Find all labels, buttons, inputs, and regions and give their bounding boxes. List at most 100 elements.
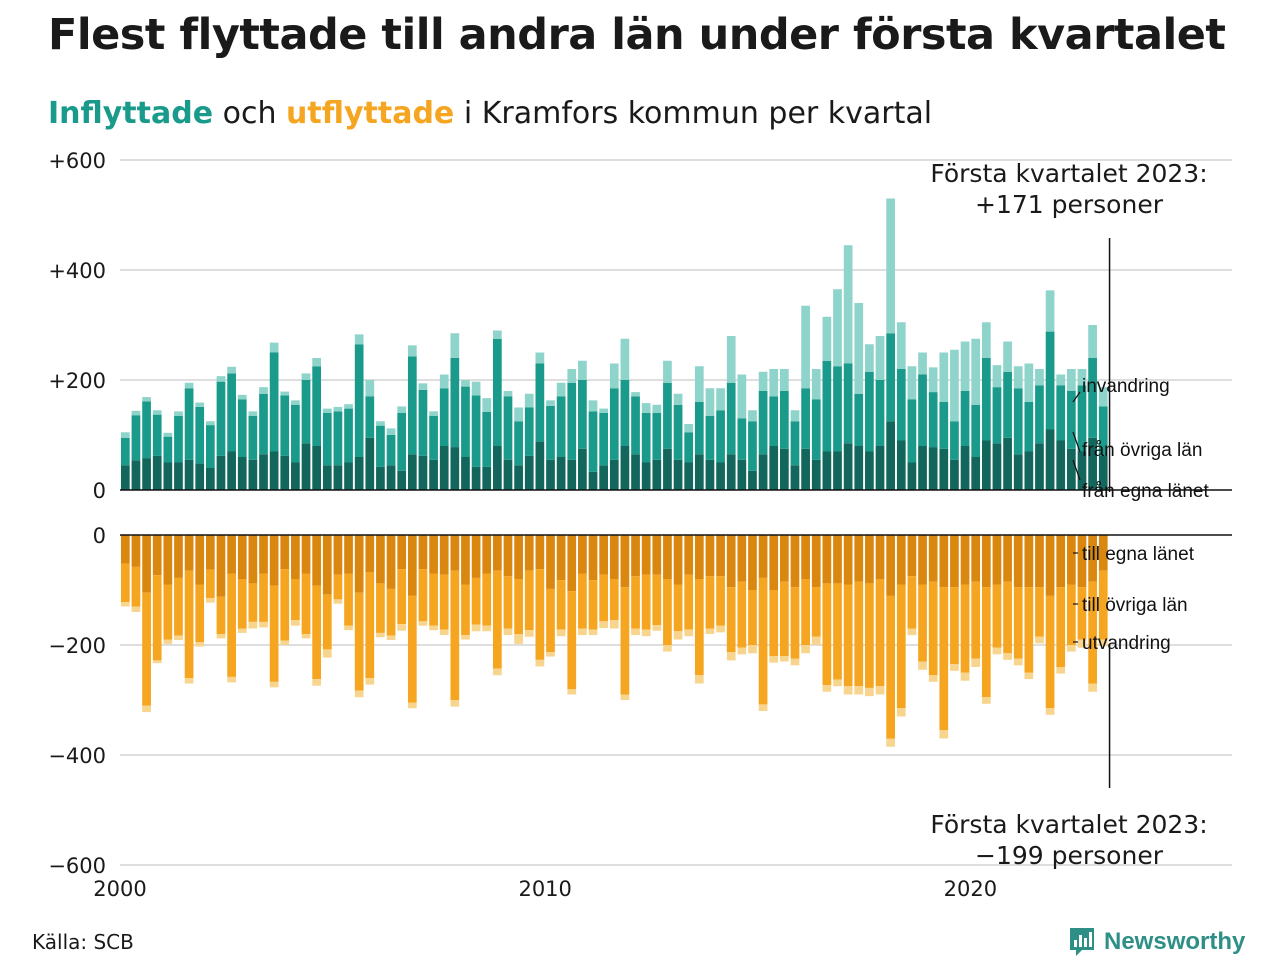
inflow-bar-in_own <box>652 459 662 490</box>
inflow-bar-in_own <box>120 465 130 490</box>
outflow-bar-out_own <box>471 535 481 578</box>
outflow-bar-out_own <box>822 535 832 584</box>
inflow-bar-in_immig <box>971 338 981 405</box>
y-tick-label: −600 <box>48 854 106 878</box>
inflow-bar-in_own <box>450 447 460 490</box>
outflow-bar-out_own <box>843 535 853 585</box>
inflow-bar-in_own <box>1098 455 1108 490</box>
inflow-bar-in_own <box>843 443 853 490</box>
outflow-bar-out_emig <box>705 628 715 634</box>
outflow-bar-out_own <box>790 535 800 588</box>
outflow-bar-out_emig <box>609 620 619 629</box>
inflow-bar-in_other <box>896 369 906 441</box>
outflow-bar-out_other <box>769 590 779 656</box>
outflow-bar-out_other <box>1056 587 1066 667</box>
outflow-bar-out_own <box>705 535 715 577</box>
outflow-bar-out_other <box>556 580 566 630</box>
outflow-bar-out_own <box>322 535 332 595</box>
outflow-bar-out_emig <box>429 625 438 631</box>
inflow-bar-in_own <box>1045 429 1055 490</box>
inflow-bar-in_other <box>461 386 470 457</box>
inflow-bar-in_own <box>578 448 587 490</box>
outflow-bar-out_own <box>758 535 768 578</box>
outflow-bar-out_own <box>950 535 959 588</box>
inflow-bar-in_immig <box>578 360 587 380</box>
inflow-bar-in_immig <box>397 406 407 413</box>
inflow-bar-in_own <box>376 466 385 490</box>
inflow-bar-in_immig <box>833 289 842 367</box>
outflow-bar-out_own <box>376 535 385 584</box>
y-tick-label: +400 <box>48 259 106 283</box>
inflow-bar-in_own <box>471 466 481 490</box>
outflow-bar-out_own <box>259 535 268 574</box>
outflow-bar-out_emig <box>1088 683 1097 692</box>
outflow-bar-out_emig <box>216 634 226 639</box>
outflow-bar-out_own <box>386 535 396 589</box>
outflow-bar-out_other <box>896 584 906 709</box>
outflow-bar-out_emig <box>641 629 651 637</box>
inflow-bar-in_immig <box>875 336 885 380</box>
outflow-bar-out_other <box>174 577 183 636</box>
outflow-bar-out_own <box>1003 535 1012 582</box>
inflow-bar-in_other <box>142 401 151 459</box>
inflow-bar-in_own <box>758 454 768 490</box>
outflow-bar-out_other <box>418 569 428 622</box>
inflow-bar-in_immig <box>248 411 258 416</box>
outflow-bar-out_other <box>631 576 640 629</box>
inflow-bar-in_other <box>567 382 577 460</box>
outflow-bar-out_own <box>184 535 194 571</box>
inflow-bar-in_own <box>896 440 906 490</box>
inflow-bar-in_immig <box>907 366 917 400</box>
outflow-bar-out_emig <box>822 685 832 692</box>
inflow-bar-in_other <box>439 388 449 446</box>
outflow-bar-out_emig <box>482 625 492 632</box>
inflow-bar-in_own <box>407 454 417 490</box>
outflow-bar-out_emig <box>461 635 470 640</box>
inflow-bar-in_immig <box>1013 366 1023 389</box>
outflow-bar-out_emig <box>120 602 130 607</box>
outflow-bar-out_own <box>663 535 672 579</box>
outflow-bar-out_other <box>429 573 438 626</box>
outflow-bar-out_other <box>928 581 938 676</box>
outflow-bar-out_own <box>227 535 236 574</box>
inflow-bar-in_other <box>492 338 502 446</box>
outflow-bar-out_own <box>588 535 598 581</box>
inflow-bar-in_other <box>269 352 279 452</box>
inflow-bar-in_other <box>195 406 205 464</box>
outflow-bar-out_other <box>503 576 513 629</box>
outflow-bar-out_emig <box>981 697 991 704</box>
inflow-bar-in_other <box>184 388 194 460</box>
outflow-bar-out_other <box>726 587 736 653</box>
y-tick-label: −400 <box>48 744 106 768</box>
outflow-bar-out_own <box>216 535 226 597</box>
outflow-bar-out_own <box>280 535 290 570</box>
inflow-bar-in_other <box>981 358 991 441</box>
inflow-bar-in_immig <box>205 421 215 426</box>
outflow-bar-out_emig <box>524 630 534 637</box>
outflow-bar-out_other <box>450 570 460 700</box>
inflow-bar-in_immig <box>854 303 864 394</box>
outflow-bar-out_own <box>620 535 630 588</box>
inflow-bar-in_own <box>875 446 885 490</box>
inflow-bar-in_immig <box>609 363 619 389</box>
inflow-bar-in_own <box>142 458 151 490</box>
source-note: Källa: SCB <box>32 930 134 954</box>
inflow-bar-in_other <box>503 396 513 460</box>
outflow-bar-out_other <box>259 573 268 622</box>
outflow-bar-out_other <box>195 584 205 643</box>
inflow-bar-in_immig <box>1003 341 1012 372</box>
outflow-bar-out_other <box>981 587 991 698</box>
outflow-bar-out_own <box>567 535 577 592</box>
outflow-bar-out_other <box>641 574 651 630</box>
inflow-bar-in_immig <box>620 338 630 380</box>
outflow-bar-out_emig <box>205 598 215 603</box>
outflow-bar-out_emig <box>503 628 513 636</box>
outflow-bar-out_other <box>737 581 747 648</box>
inflow-bar-in_own <box>205 468 215 490</box>
outflow-bar-out_own <box>1024 535 1034 588</box>
outflow-bar-out_other <box>694 579 704 676</box>
inflow-bar-in_own <box>439 446 449 490</box>
inflow-bar-in_own <box>833 451 842 490</box>
outflow-bar-out_emig <box>227 676 236 683</box>
outflow-bar-out_emig <box>779 656 789 662</box>
